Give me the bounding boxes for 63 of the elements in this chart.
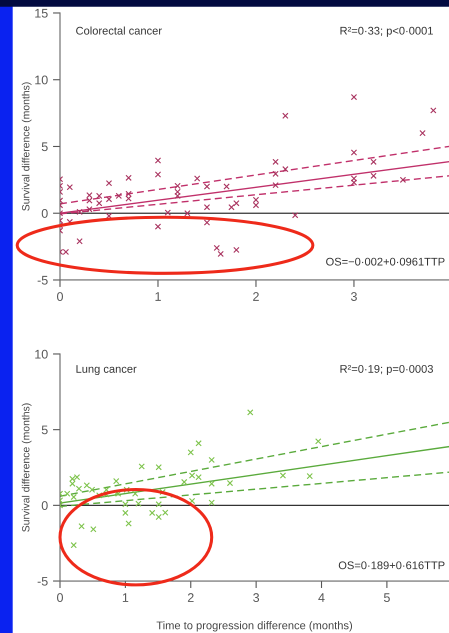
y-tick-label: 15 [35, 8, 48, 18]
point [135, 500, 142, 507]
annotation: OS=0·189+0·616TTP [338, 561, 445, 570]
point [280, 472, 286, 479]
point [188, 498, 196, 504]
point [156, 514, 162, 520]
x-axis-title: Time to progression difference (months) [156, 621, 352, 632]
point [122, 510, 129, 516]
point [156, 501, 162, 508]
x-tick-label: 4 [318, 593, 325, 602]
point [208, 499, 215, 506]
annotation: R²=0·19; p=0·0003 [340, 364, 433, 376]
x-tick-label: 1 [155, 292, 161, 301]
text: Lung cancer [76, 365, 137, 376]
point [208, 480, 215, 487]
x-tick-label: 5 [384, 593, 390, 602]
y-tick-label: 5 [42, 142, 48, 152]
point [156, 464, 162, 470]
point [84, 482, 90, 489]
y-axis-title: Survival difference (months) [22, 403, 32, 532]
x-tick-label: 2 [188, 593, 194, 602]
point [162, 509, 168, 516]
annotation: OS=−0·002+0·0961TTP [326, 258, 445, 266]
point [70, 494, 77, 500]
y-tick-label: 0 [42, 209, 48, 218]
point [103, 486, 110, 493]
point [69, 480, 76, 487]
x-tick-label: 0 [57, 593, 63, 602]
point [195, 440, 202, 446]
point [132, 490, 138, 497]
y-tick-label: 10 [35, 76, 48, 84]
x-tick-label: 3 [253, 593, 260, 602]
x-tick-label: 2 [253, 292, 259, 301]
point [125, 520, 132, 527]
point [76, 486, 82, 492]
point [181, 478, 188, 486]
point [306, 472, 313, 480]
point [124, 486, 130, 493]
point [208, 456, 215, 464]
text: Colorectal cancer [76, 26, 162, 35]
point [247, 409, 254, 416]
y-tick-label: -5 [38, 576, 48, 586]
point [315, 438, 322, 444]
y-tick-label: -5 [38, 276, 48, 285]
point [122, 501, 129, 508]
x-tick-label: 1 [122, 593, 128, 602]
x-tick-label: 0 [57, 292, 63, 301]
point [70, 542, 77, 548]
point [88, 486, 96, 493]
y-axis-title: Survival difference (months) [22, 82, 32, 211]
point [188, 449, 194, 456]
point [149, 510, 156, 516]
point [90, 526, 96, 532]
point [78, 523, 85, 530]
y-tick-label: 10 [35, 350, 48, 359]
point [138, 463, 145, 470]
point [226, 480, 234, 486]
point [64, 490, 70, 497]
y-tick-label: 0 [42, 501, 48, 510]
point [113, 478, 120, 484]
x-tick-label: 3 [350, 292, 357, 301]
y-tick-label: 5 [42, 426, 48, 434]
annotation: R²=0·33; p<0·0001 [340, 26, 433, 37]
